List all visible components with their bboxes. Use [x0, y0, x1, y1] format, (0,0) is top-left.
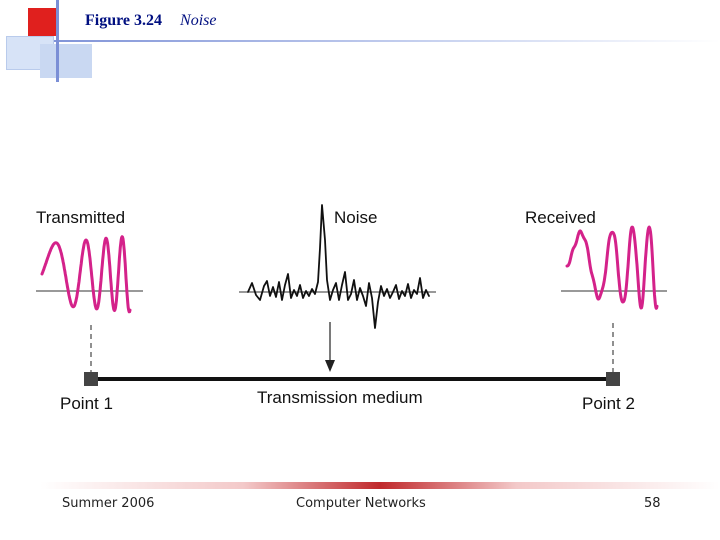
- received-label: Received: [525, 208, 596, 227]
- point2-label: Point 2: [582, 394, 635, 413]
- point1-label: Point 1: [60, 394, 113, 413]
- noise-label: Noise: [334, 208, 377, 227]
- header-vertical-rule: [56, 0, 59, 82]
- transmitted-label: Transmitted: [36, 208, 125, 227]
- decor-square-red: [28, 8, 56, 36]
- transmission-medium-label: Transmission medium: [257, 388, 423, 407]
- header-rule: [22, 40, 720, 42]
- footer-course: Computer Networks: [296, 496, 426, 511]
- figure-title: Noise: [180, 12, 217, 29]
- slide-title: Figure 3.24 Noise: [85, 12, 216, 30]
- footer-rule: [40, 482, 720, 489]
- figure-number: Figure 3.24: [85, 12, 163, 29]
- footer-date: Summer 2006: [62, 496, 155, 511]
- noise-wave: [247, 204, 430, 329]
- transmitted-signal-wave: [40, 235, 132, 314]
- footer-page-number: 58: [644, 496, 661, 511]
- noise-diagram: Transmitted Noise Received Point 1 Trans…: [36, 204, 667, 413]
- point2-marker: [606, 372, 620, 386]
- point1-marker: [84, 372, 98, 386]
- decor-square-blue: [40, 44, 92, 78]
- noise-arrow-head: [325, 360, 335, 372]
- received-signal-wave: [565, 225, 659, 310]
